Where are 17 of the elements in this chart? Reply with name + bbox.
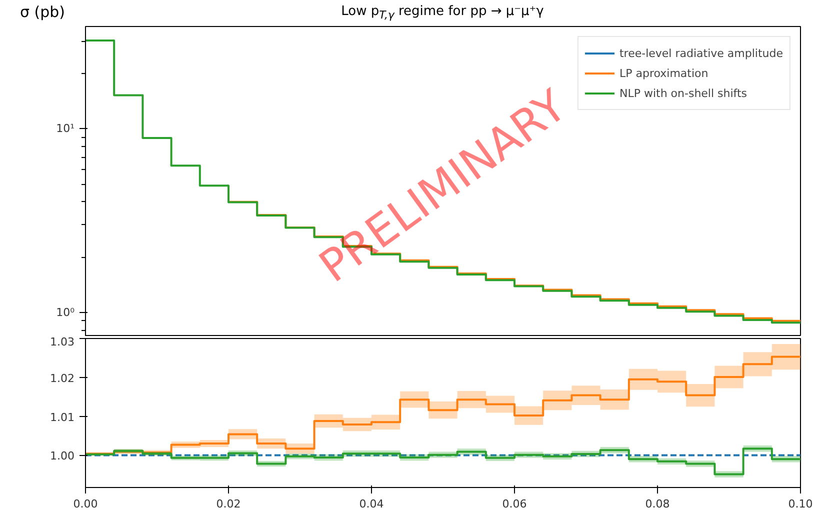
y-tick-label: 1.01	[50, 410, 75, 424]
legend-label: tree-level radiative amplitude	[619, 46, 783, 60]
x-tick-label: 0.06	[502, 498, 527, 510]
x-tick-label: 0.00	[73, 498, 98, 510]
y-tick-label: 10⁰	[56, 306, 76, 319]
y-tick-label: 1.02	[50, 372, 75, 385]
x-tick-label: 0.04	[359, 498, 384, 510]
x-tick-label: 0.08	[645, 498, 670, 510]
y-axis-title: σ (pb)	[20, 2, 66, 23]
x-tick-label: 0.02	[216, 498, 241, 510]
y-tick-label: 1.03	[50, 336, 75, 348]
y-tick-label: 1.00	[50, 450, 75, 463]
x-tick-label: 0.10	[788, 498, 813, 510]
legend-label: LP aproximation	[619, 66, 708, 80]
legend-label: NLP with on-shell shifts	[619, 86, 748, 100]
y-tick-label: 10¹	[56, 122, 75, 136]
chart-title: Low p$_{T,γ}$ regime for pp → μ⁻μ⁺γ	[340, 3, 545, 24]
